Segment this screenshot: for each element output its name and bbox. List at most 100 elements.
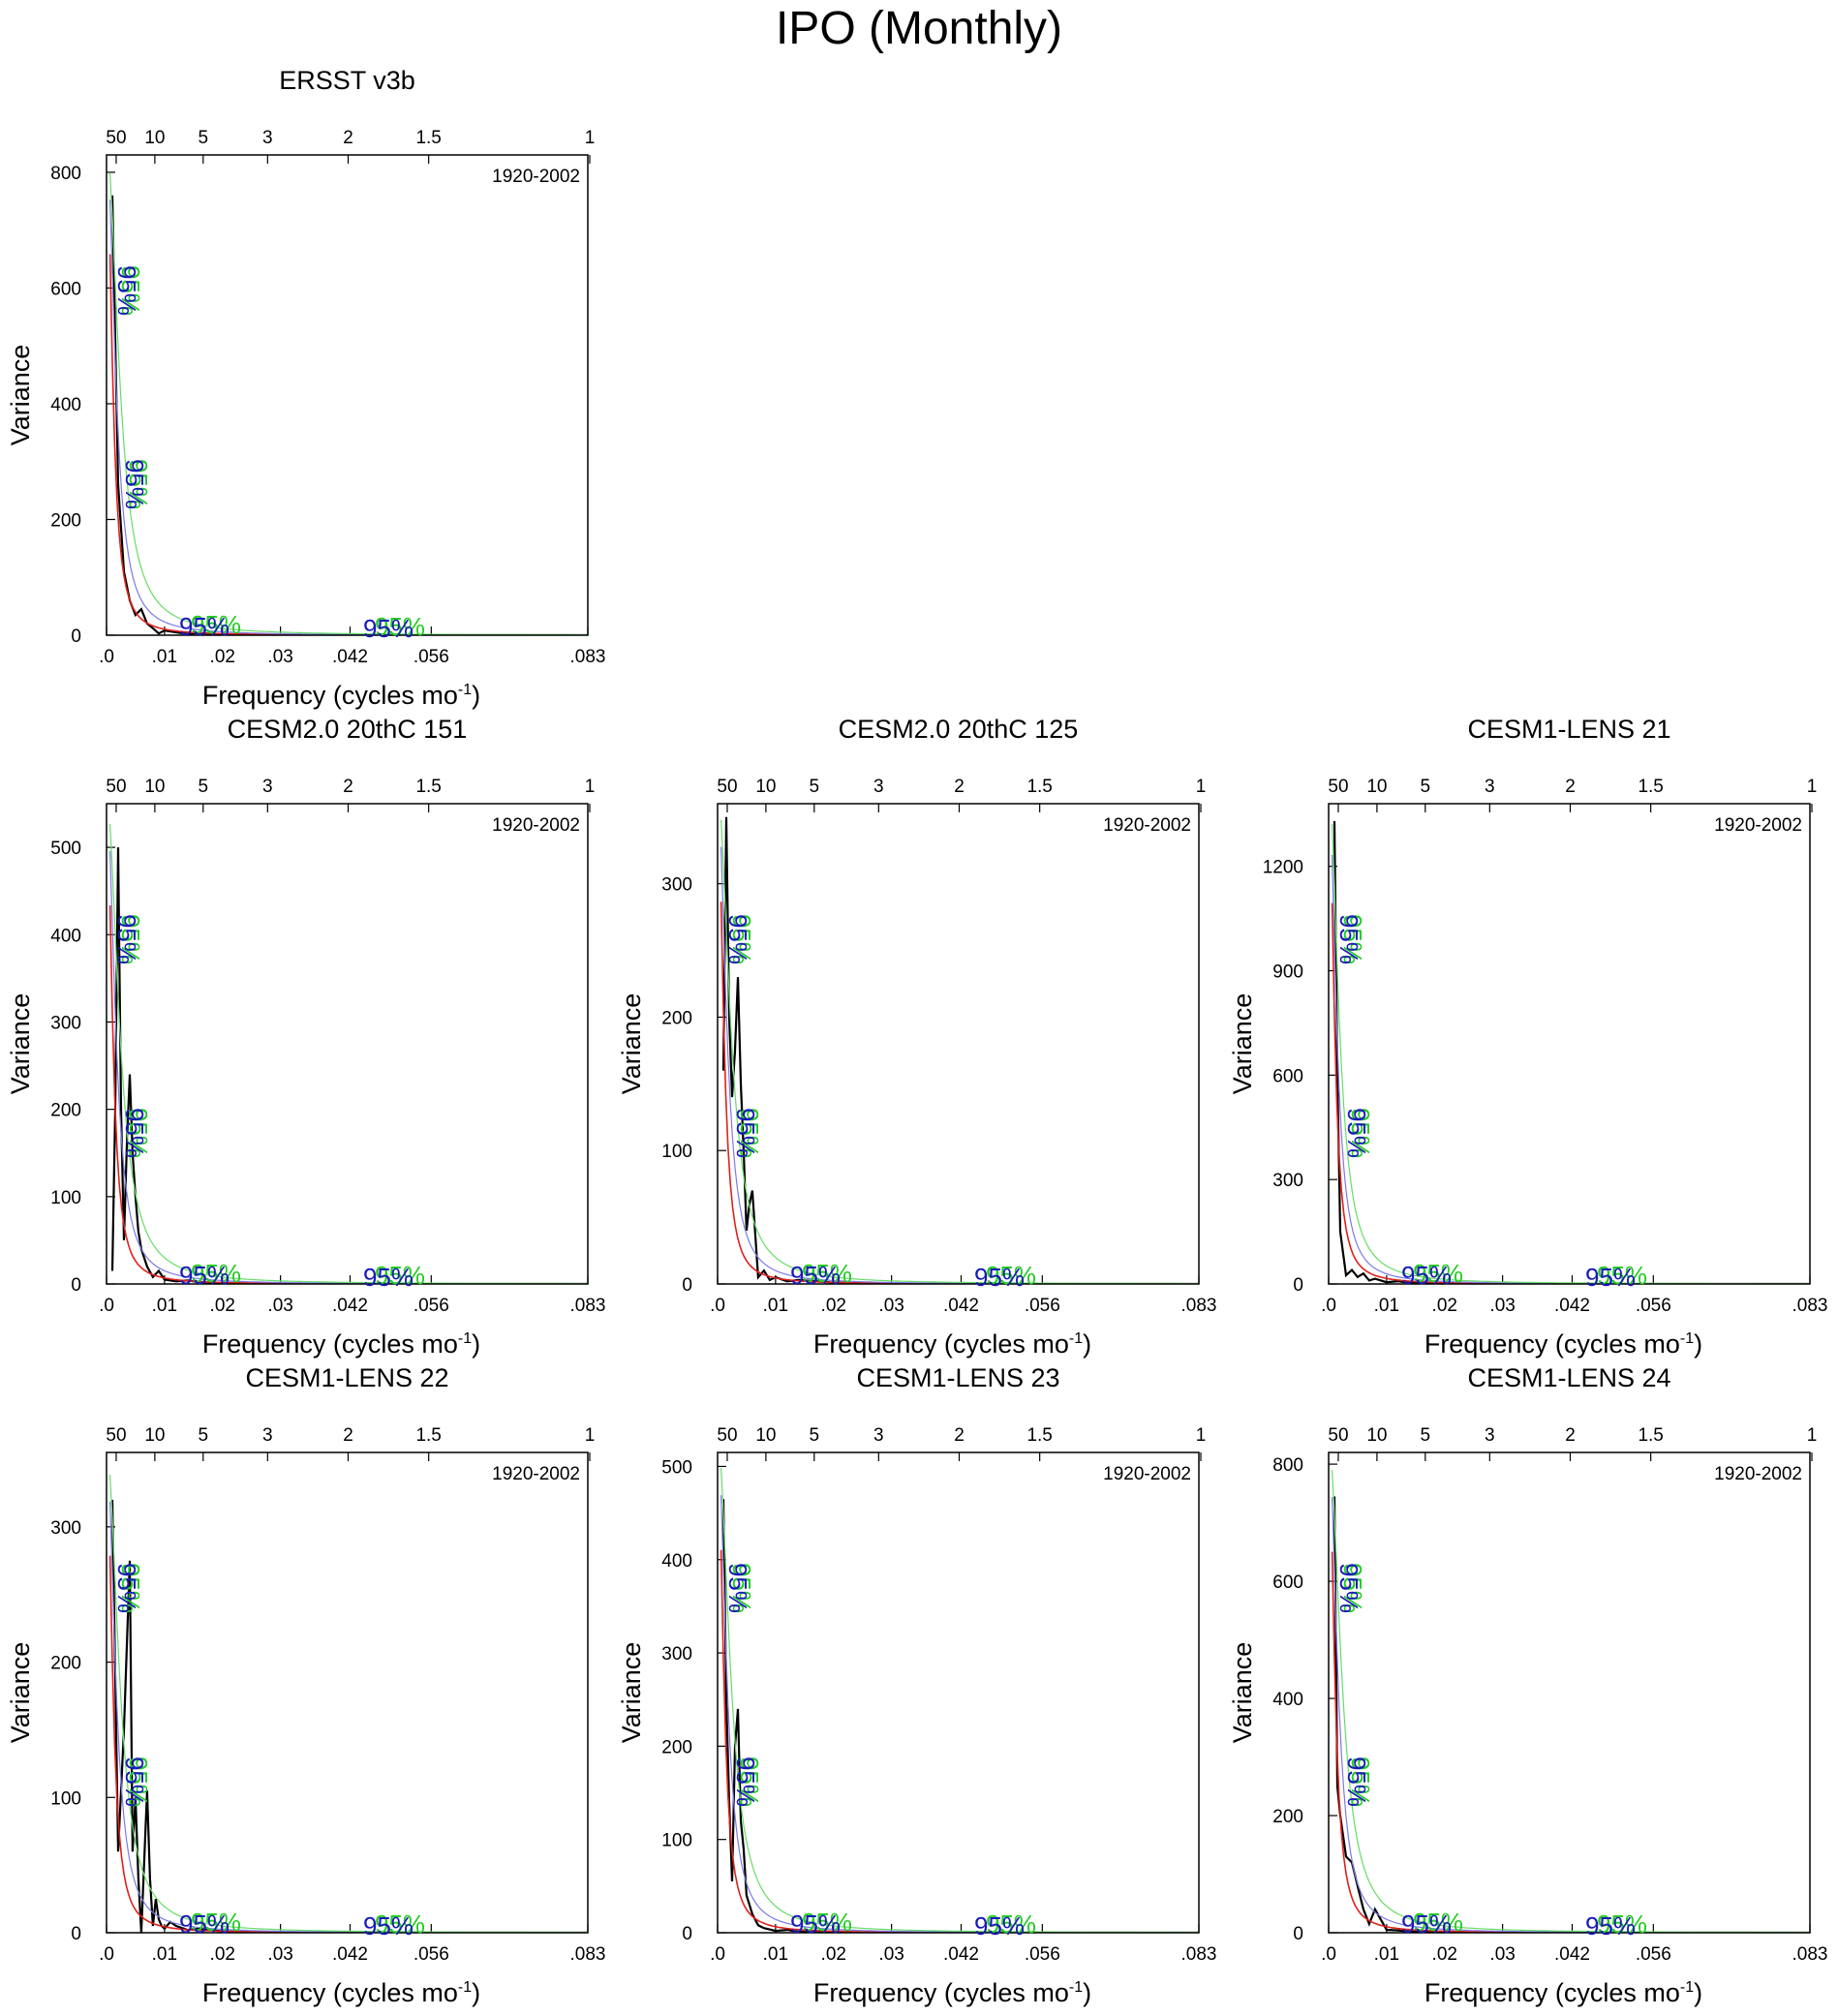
plot-frame [1328,803,1811,1285]
confidence-label: 95% [120,459,149,509]
y-axis-label: Variance [6,1642,35,1744]
x-axis-label: Frequency (cycles mo-1) [813,1978,1091,2007]
confidence-label: 95% [1597,1261,1647,1290]
confidence-label: 95% [179,612,230,641]
y-tick-label: 0 [71,1275,81,1296]
y-tick-label: 200 [50,1654,81,1674]
top-tick-label: 1.5 [415,128,441,148]
top-tick-label: 2 [343,128,353,148]
top-tick-label: 10 [1366,1425,1387,1446]
y-tick-label: 300 [661,875,692,896]
x-tick-label: .01 [152,1944,177,1965]
chart-panel: CESM1-LENS 22 50 10 5 3 2 1.5 1 .0 .01 .02 .03 .042.… [6,1363,605,2007]
confidence-label: 95% [790,1261,841,1290]
confidence-label: 95% [1338,914,1367,964]
x-tick-label: .0 [99,647,114,667]
x-tick-label: .01 [763,1944,788,1965]
y-axis-label: Variance [617,1642,646,1744]
plot-frame [106,803,589,1285]
x-axis-label-sup: -1 [458,1330,472,1347]
top-tick-label: 5 [810,777,820,797]
y-tick-label: 800 [50,164,81,184]
period-label: 1920-2002 [1714,815,1802,836]
y-tick-label: 400 [661,1551,692,1572]
chart-panel: ERSST v3b 50 10 5 3 2 1.5 1 .0 .01 .02 .03 .042 .056.… [6,66,605,710]
y-tick-label: 200 [661,1737,692,1757]
x-axis-label: Frequency (cycles mo-1) [202,681,480,710]
top-tick-label: 10 [1366,777,1387,797]
spectrum-line [110,1499,588,1933]
top-tick-label: 3 [262,128,273,148]
top-tick-label: 3 [873,777,884,797]
conf_green-line [1332,1470,1810,1933]
confidence-label: 95% [191,610,241,639]
chart-title: CESM1-LENS 24 [1467,1363,1670,1392]
x-tick-label: .083 [1792,1296,1828,1316]
confidence-label: 95% [1597,1909,1647,1939]
period-label: 1920-2002 [1714,1464,1802,1484]
y-tick-label: 200 [1272,1807,1303,1827]
y-tick-label: 100 [661,1142,692,1162]
spectrum-line [1333,820,1810,1284]
y-tick-label: 100 [50,1788,81,1809]
x-axis-label: Frequency (cycles mo-1) [1424,1329,1702,1359]
top-tick-label: 3 [1485,777,1495,797]
x-tick-label: .0 [99,1296,114,1316]
x-axis-label: Frequency (cycles mo-1) [1424,1978,1702,2007]
x-tick-label: .03 [1489,1944,1515,1965]
x-tick-label: .083 [570,1944,606,1965]
y-tick-label: 1200 [1263,858,1303,878]
spectrum-line [721,816,1199,1284]
x-tick-label: .042 [943,1944,979,1965]
x-tick-label: .02 [210,1944,235,1965]
top-tick-label: 10 [144,777,165,797]
confidence-label: 95% [363,614,414,643]
conf_blue-line [109,850,588,1284]
period-label: 1920-2002 [492,1464,580,1484]
top-tick-label: 1 [585,777,596,797]
top-tick-label: 1 [1196,777,1207,797]
period-label: 1920-2002 [492,815,580,836]
top-tick-label: 5 [199,777,209,797]
confidence-label: 95% [1401,1909,1452,1939]
x-axis-label-sup: -1 [1680,1330,1694,1347]
top-tick-label: 5 [810,1425,820,1446]
y-axis-label: Variance [1228,1642,1257,1744]
y-tick-label: 0 [682,1275,692,1296]
confidence-label: 95% [1334,1563,1363,1613]
x-tick-label: .02 [821,1296,846,1316]
x-tick-label: .03 [267,1944,292,1965]
x-tick-label: .02 [210,647,235,667]
top-tick-label: 10 [144,128,165,148]
chart-panel: CESM2.0 20thC 151 50 10 5 3 2 1.5 1 .0 .01 .02 .03.… [6,715,605,1359]
x-tick-label: .042 [1554,1296,1590,1316]
x-tick-label: .083 [570,1296,606,1316]
confidence-label: 95% [124,1756,153,1807]
plot-frame [717,803,1200,1285]
x-tick-label: .0 [1321,1944,1336,1965]
red_noise-line [108,1555,588,1933]
x-tick-label: .02 [1432,1296,1457,1316]
top-tick-label: 1.5 [1638,1425,1663,1446]
conf_green-line [109,824,588,1284]
x-tick-label: .02 [1432,1944,1457,1965]
y-tick-label: 500 [50,839,81,859]
top-tick-label: 1 [585,1425,596,1446]
confidence-label: 95% [1585,1911,1636,1940]
confidence-label: 95% [735,1756,764,1807]
confidence-label: 95% [735,1108,764,1158]
conf_blue-line [1332,854,1810,1284]
y-axis-label: Variance [6,993,35,1095]
plot-frame [717,1451,1200,1934]
x-tick-label: .01 [152,647,177,667]
x-tick-label: .042 [332,1296,368,1316]
conf_green-line [720,1467,1199,1933]
conf_green-line [109,1474,588,1933]
top-tick-label: 1 [1807,1425,1818,1446]
confidence-label: 95% [974,1263,1025,1292]
top-tick-label: 3 [262,777,273,797]
confidence-label: 95% [191,1908,241,1937]
y-tick-label: 0 [1293,1275,1303,1296]
y-tick-label: 300 [1272,1171,1303,1191]
